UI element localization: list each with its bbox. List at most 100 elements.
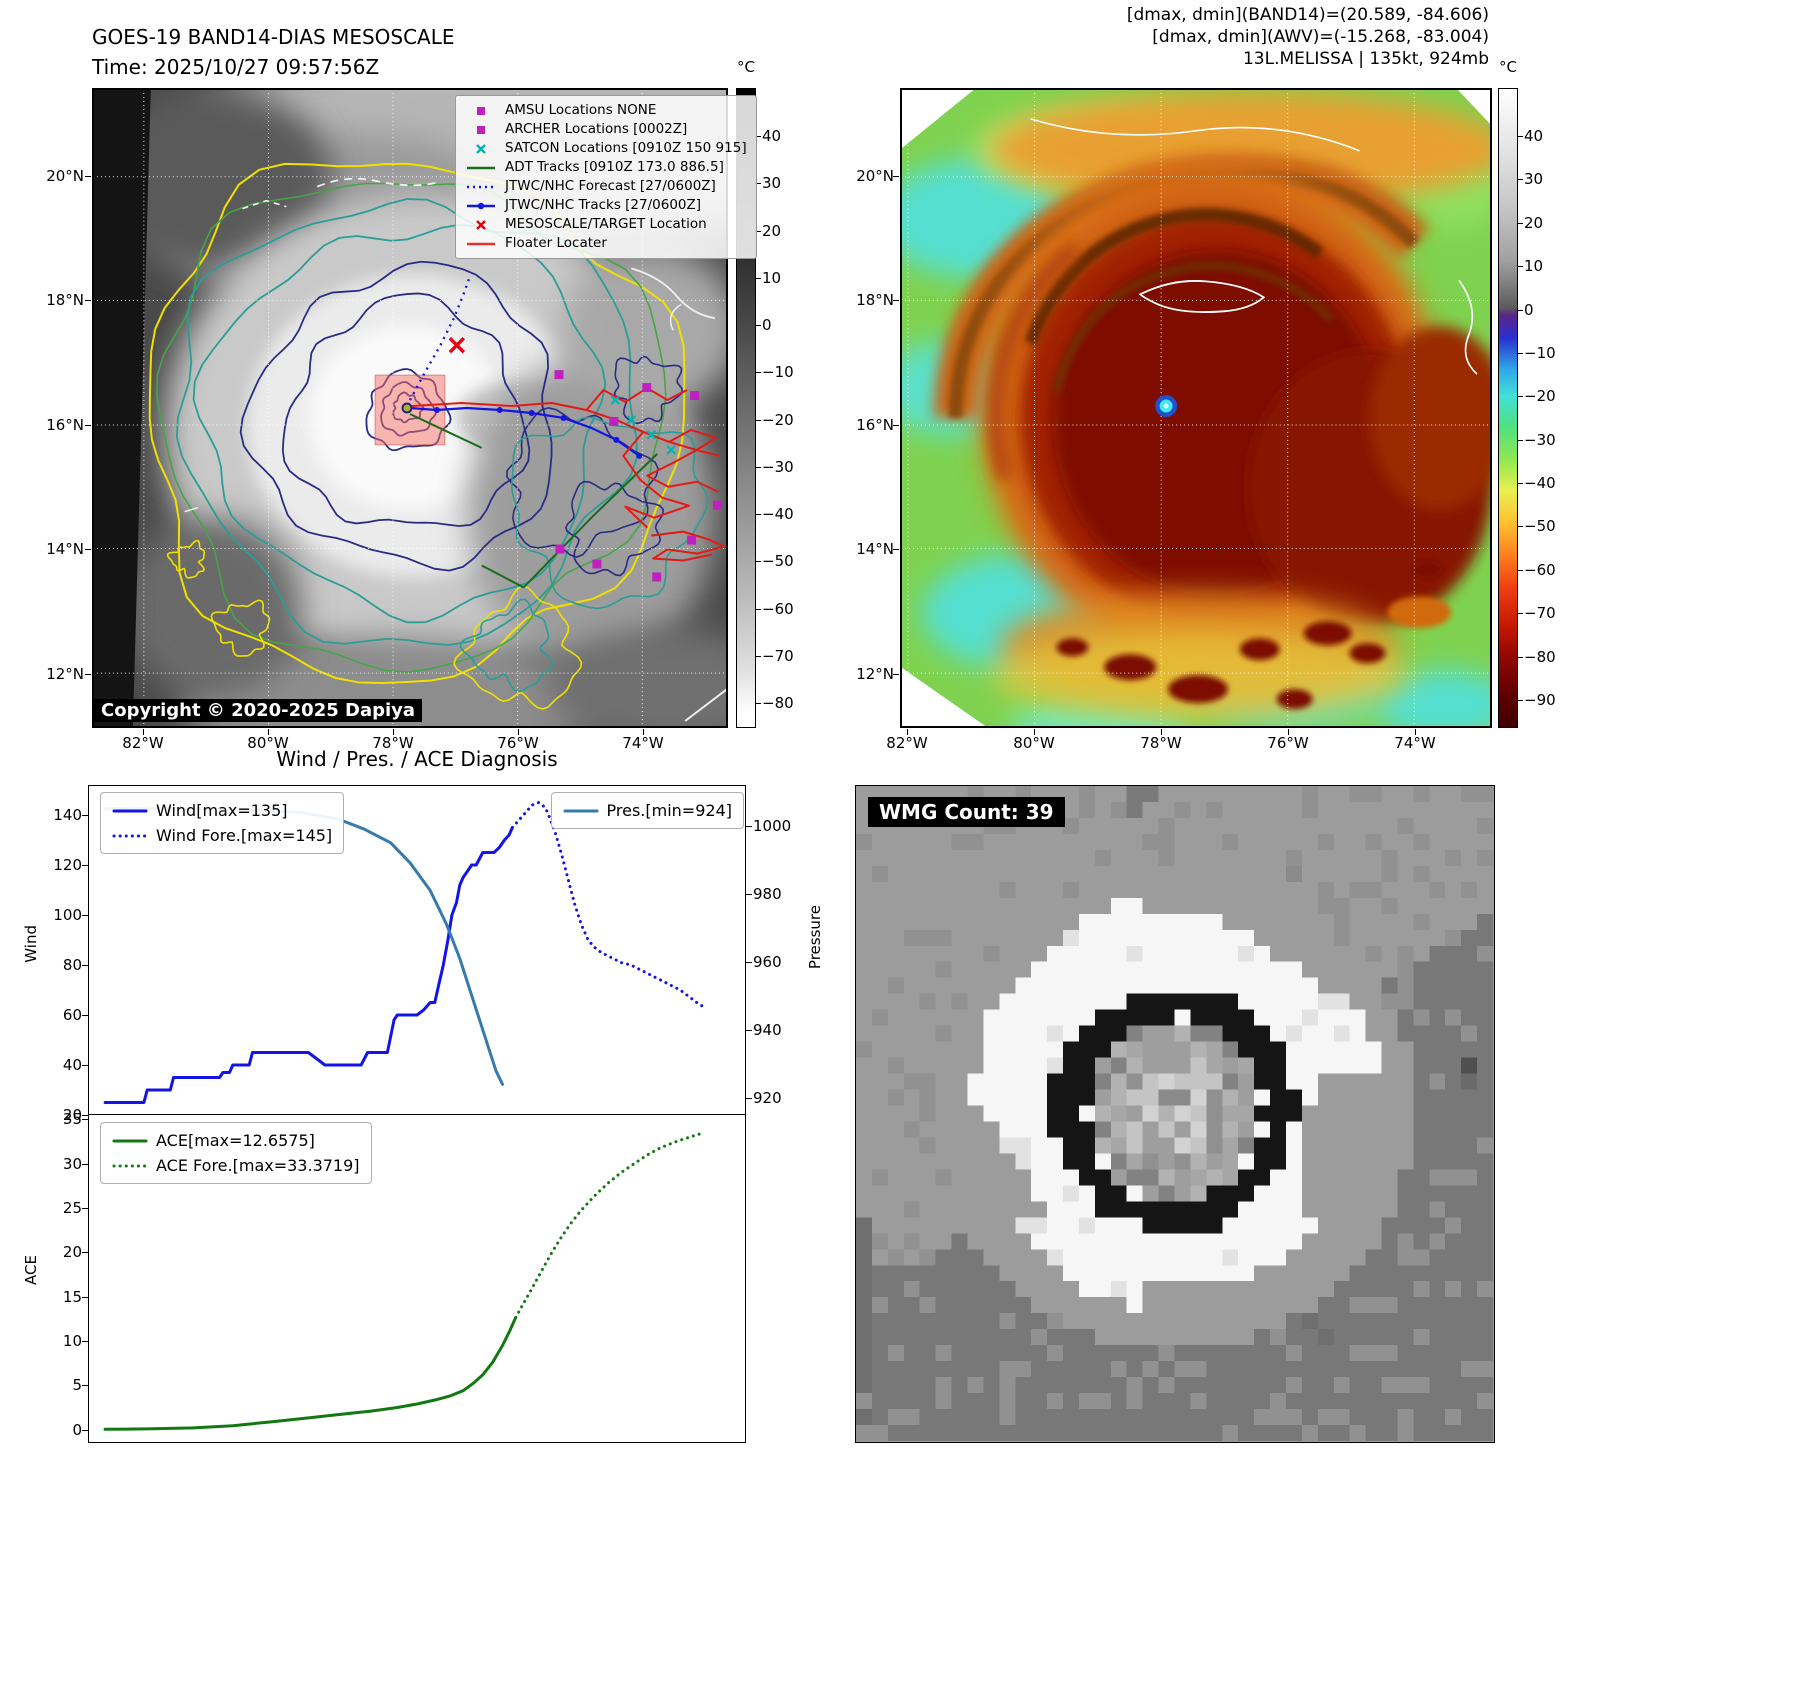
wind-tick-label: 120 [53, 856, 82, 874]
jamaica-outline [1138, 280, 1266, 313]
mesoscale-target-x-marker [448, 337, 466, 354]
band14-colorbar-unit: °C [737, 58, 755, 76]
lon-tick-mark [1034, 729, 1035, 735]
colorbar-tick-mark [1518, 266, 1523, 268]
legend-item-label: Floater Locater [505, 235, 607, 251]
lat-tick-label: 12°N [856, 665, 894, 683]
lat-tick-mark [85, 176, 91, 177]
lat-tick-label: 20°N [856, 167, 894, 185]
band14-colorbar-tick: 10 [762, 268, 782, 287]
jtwc-track-points [433, 407, 643, 459]
storm-center-marker [401, 402, 413, 414]
lat-tick-mark [85, 300, 91, 301]
copyright-note: Copyright © 2020-2025 Dapiya [94, 699, 423, 722]
pressure-tick-label: 960 [753, 952, 782, 971]
ace-axis-label: ACE [22, 1255, 40, 1285]
wind-legend: Wind[max=135] Wind Fore.[max=145] [100, 792, 345, 854]
pressure-tick-label: 1000 [753, 816, 792, 835]
lon-tick-mark [1288, 729, 1289, 735]
tick-mark [82, 1296, 88, 1298]
lon-tick-label: 80°W [1013, 734, 1055, 752]
legend-item-label: Wind[max=135] [156, 801, 288, 820]
map-gridlines [901, 89, 1491, 727]
band14-colorbar-tick: 40 [762, 127, 782, 145]
ace-tick-label: 5 [72, 1376, 82, 1395]
lon-tick-mark [907, 729, 908, 735]
pressure-tick-label: 980 [753, 884, 782, 903]
diagnosis-title: Wind / Pres. / ACE Diagnosis [276, 747, 558, 771]
tick-mark [82, 915, 88, 916]
band14-satellite-graphic [93, 89, 727, 727]
band14-colorbar-tick: −80 [762, 694, 794, 712]
ace-tick-label: 25 [62, 1199, 82, 1218]
colorbar-tick-mark [1518, 352, 1523, 354]
jtwc-forecast-track [408, 276, 471, 401]
series-line [510, 801, 708, 1009]
lon-tick-label: 82°W [122, 734, 164, 752]
legend-item: ARCHER Locations [0002Z] [465, 120, 747, 139]
lat-tick-mark [893, 300, 899, 301]
awv-satellite-graphic [901, 89, 1491, 727]
colorbar-tick-mark [1518, 526, 1523, 528]
colorbar-tick-mark [756, 230, 761, 232]
awv-colorbar-tick: −40 [1524, 474, 1556, 493]
coastlines [1030, 118, 1478, 375]
legend-line-icon [112, 1139, 148, 1142]
legend-item-label: ACE Fore.[max=33.3719] [156, 1156, 360, 1175]
colorbar-tick-mark [756, 655, 761, 657]
x-marker-icon [476, 219, 486, 230]
ace-chart-frame [88, 1115, 746, 1443]
colorbar-tick-mark [1518, 699, 1523, 701]
band14-subtitle: Time: 2025/10/27 09:57:56Z [92, 55, 380, 79]
line-marker-icon [467, 166, 495, 169]
lat-tick-label: 14°N [46, 540, 84, 558]
awv-header-awv-range: [dmax, dmin](AWV)=(-15.268, -83.004) [1152, 27, 1489, 47]
legend-item: AMSU Locations NONE [465, 101, 747, 120]
colorbar-tick-mark [756, 277, 761, 279]
lat-tick-label: 16°N [46, 416, 84, 434]
tick-mark [82, 1429, 88, 1431]
square-marker-icon [477, 106, 485, 115]
legend-item-label: AMSU Locations NONE [505, 102, 657, 118]
dotted-marker-icon [467, 185, 495, 188]
band14-colorbar-tick: −30 [762, 457, 794, 476]
colorbar-tick-mark [1518, 656, 1523, 658]
colorbar-tick-mark [756, 703, 761, 704]
amsu-archer-markers [554, 370, 723, 582]
legend-item: JTWC/NHC Forecast [27/0600Z] [465, 177, 747, 196]
ace-tick-label: 35 [62, 1110, 82, 1129]
ace-tick-label: 30 [62, 1154, 82, 1173]
lat-tick-mark [893, 425, 899, 426]
lat-tick-label: 18°N [856, 291, 894, 309]
line-marker-icon [467, 242, 495, 245]
awv-colorbar-tick: −70 [1524, 604, 1556, 623]
tick-mark [82, 1015, 88, 1016]
lon-tick-label: 82°W [886, 734, 928, 752]
legend-line-icon [563, 809, 599, 812]
legend-item: ACE Fore.[max=33.3719] [112, 1153, 360, 1178]
awv-colorbar-unit: °C [1499, 58, 1517, 76]
colorbar-tick-mark [1518, 613, 1523, 615]
awv-header-block: [dmax, dmin](BAND14)=(20.589, -84.606) [… [1127, 4, 1489, 70]
awv-colorbar-tick: 30 [1524, 170, 1544, 189]
colorbar-tick-mark [756, 136, 761, 137]
series-line [103, 1316, 518, 1431]
colorbar-tick-mark [756, 466, 761, 468]
legend-line-icon [112, 834, 148, 837]
ace-tick-label: 20 [62, 1243, 82, 1262]
tick-mark [82, 1065, 88, 1066]
tick-mark [746, 1097, 752, 1099]
colorbar-tick-mark [756, 561, 761, 563]
wind-tick-label: 20 [62, 1106, 82, 1124]
awv-map [900, 88, 1492, 728]
tick-mark [82, 815, 88, 816]
colorbar-tick-mark [756, 325, 761, 326]
legend-item-label: Wind Fore.[max=145] [156, 826, 333, 845]
legend-item: Wind Fore.[max=145] [112, 823, 332, 848]
lon-tick-mark [1161, 729, 1162, 735]
band14-colorbar-tick: −40 [762, 505, 794, 523]
colorbar-tick-mark [756, 419, 761, 421]
lon-tick-mark [268, 729, 269, 735]
tick-mark [82, 865, 88, 866]
colorbar-tick-mark [756, 608, 761, 610]
